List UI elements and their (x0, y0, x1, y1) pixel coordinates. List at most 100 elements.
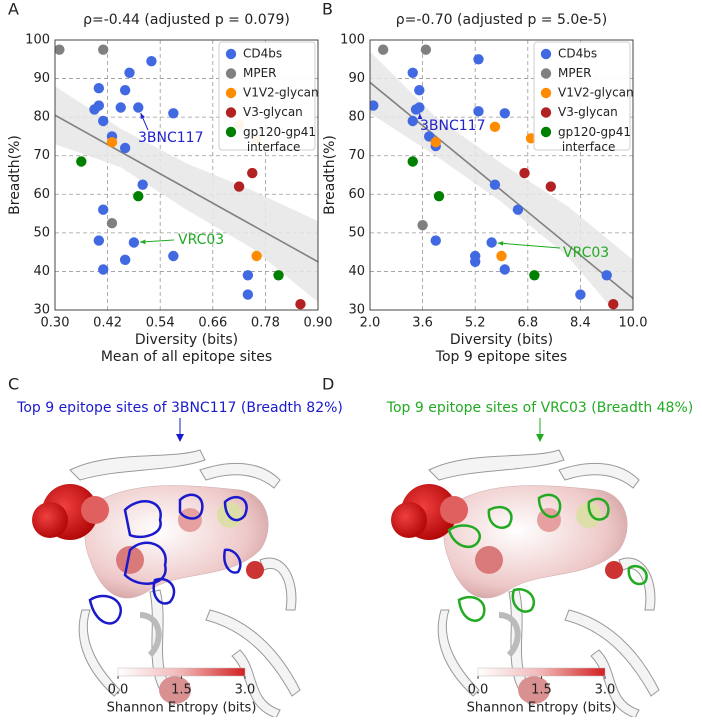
legend-label: CD4bs (243, 47, 282, 61)
point (408, 156, 418, 166)
arrow-head (176, 434, 184, 442)
epitope-outline (459, 597, 484, 621)
point (414, 85, 424, 95)
y-tick-label: 100 (340, 33, 365, 48)
colorbar-tick-label: 0.0 (108, 683, 129, 698)
legend-label: V1V2-glycan (243, 86, 319, 100)
colorbar-label: Shannon Entropy (bits) (467, 701, 617, 716)
arrow-head (536, 434, 544, 442)
y-tick-label: 50 (348, 225, 365, 240)
annotation: VRC03 (563, 245, 609, 261)
panel-label: D (322, 375, 334, 394)
point (98, 205, 108, 215)
point (124, 68, 134, 78)
colorbar-label: Shannon Entropy (bits) (107, 701, 257, 716)
y-tick-label: 40 (348, 264, 365, 279)
point (500, 108, 510, 118)
point (421, 44, 431, 54)
point (295, 299, 305, 309)
y-tick-label: 60 (33, 187, 50, 202)
colorbar-tick-label: 0.0 (468, 683, 489, 698)
point (251, 251, 261, 261)
point (496, 251, 506, 261)
y-tick-label: 30 (33, 303, 50, 318)
protein-structure (391, 450, 659, 717)
point (120, 85, 130, 95)
point (431, 235, 441, 245)
point (133, 102, 143, 112)
point (129, 237, 139, 247)
epitope-outline (90, 596, 121, 623)
point (133, 191, 143, 201)
x-axis-label: Diversity (bits) (135, 332, 238, 348)
legend-label: MPER (558, 66, 592, 80)
x-tick-label: 10.0 (619, 316, 648, 331)
x-tick-label: 5.2 (465, 316, 486, 331)
colorbar (118, 668, 245, 676)
y-tick-label: 40 (33, 264, 50, 279)
y-tick-label: 80 (348, 110, 365, 125)
annotation: 3BNC117 (420, 118, 485, 134)
x-tick-label: 0.78 (251, 316, 280, 331)
y-axis-label: Breadth(%) (322, 135, 338, 215)
y-tick-label: 70 (33, 148, 50, 163)
point (473, 54, 483, 64)
panel-label: B (322, 0, 333, 19)
point (98, 44, 108, 54)
colorbar-tick-label: 1.5 (171, 683, 192, 698)
point (243, 289, 253, 299)
point (107, 137, 117, 147)
x-axis-label: Diversity (bits) (450, 332, 553, 348)
y-tick-label: 70 (348, 148, 365, 163)
annotation: VRC03 (178, 232, 224, 248)
legend-marker (541, 88, 551, 98)
legend-label: V3-glycan (558, 105, 618, 119)
colorbar-tick-label: 1.5 (531, 683, 552, 698)
point (116, 102, 126, 112)
point (120, 255, 130, 265)
x-tick-label: 8.4 (570, 316, 591, 331)
point (417, 220, 427, 230)
legend-marker (226, 68, 236, 78)
legend-marker (226, 107, 236, 117)
colorbar-tick-label: 3.0 (595, 683, 616, 698)
legend-marker (541, 127, 551, 137)
point (490, 179, 500, 189)
x-tick-label: 0.90 (304, 316, 333, 331)
legend-marker (541, 68, 551, 78)
legend-label: MPER (243, 66, 277, 80)
y-tick-label: 90 (348, 71, 365, 86)
point (500, 264, 510, 274)
point (243, 270, 253, 280)
y-tick-label: 30 (348, 303, 365, 318)
y-tick-label: 50 (33, 225, 50, 240)
x-tick-label: 0.42 (93, 316, 122, 331)
legend-marker (541, 107, 551, 117)
point (513, 205, 523, 215)
protein-surface (32, 450, 300, 717)
point (608, 299, 618, 309)
point (602, 270, 612, 280)
point (137, 179, 147, 189)
point (247, 168, 257, 178)
point (411, 104, 421, 114)
point (54, 44, 64, 54)
structure-title: Top 9 epitope sites of VRC03 (Breadth 48… (386, 400, 693, 416)
y-tick-label: 80 (33, 110, 50, 125)
legend-marker (226, 88, 236, 98)
legend-label: CD4bs (558, 47, 597, 61)
point (490, 122, 500, 132)
legend-label: V1V2-glycan (558, 86, 634, 100)
x-tick-label: 3.6 (412, 316, 433, 331)
point (486, 237, 496, 247)
y-tick-label: 60 (348, 187, 365, 202)
point (120, 143, 130, 153)
point (168, 108, 178, 118)
chart-title: ρ=-0.70 (adjusted p = 5.0e-5) (396, 12, 608, 28)
x-tick-label: 0.54 (146, 316, 175, 331)
panel-label: A (8, 0, 19, 19)
point (98, 264, 108, 274)
panel-label: C (8, 375, 19, 394)
legend-marker (226, 49, 236, 59)
chart-title: ρ=-0.44 (adjusted p = 0.079) (83, 12, 290, 28)
